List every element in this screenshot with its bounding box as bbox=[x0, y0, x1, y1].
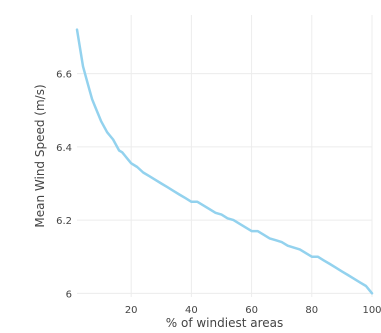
y-tick-label: 6 bbox=[66, 289, 72, 300]
x-tick-label: 20 bbox=[125, 305, 138, 316]
series-lines bbox=[75, 28, 374, 295]
x-tick-label: 100 bbox=[362, 305, 381, 316]
y-axis-title: Mean Wind Speed (m/s) bbox=[33, 84, 47, 227]
y-tick-label: 6.4 bbox=[56, 143, 72, 154]
x-tick-label: 80 bbox=[305, 305, 318, 316]
grid-lines bbox=[77, 15, 373, 297]
series-line bbox=[75, 28, 374, 295]
x-tick-label: 60 bbox=[245, 305, 258, 316]
tick-labels: 20 40 60 80 100 6 6.2 6.4 6.6 bbox=[56, 70, 381, 316]
y-tick-label: 6.2 bbox=[56, 216, 72, 227]
x-axis-title: % of windiest areas bbox=[166, 316, 283, 330]
y-tick-label: 6.6 bbox=[56, 70, 72, 81]
x-tick-label: 40 bbox=[185, 305, 198, 316]
